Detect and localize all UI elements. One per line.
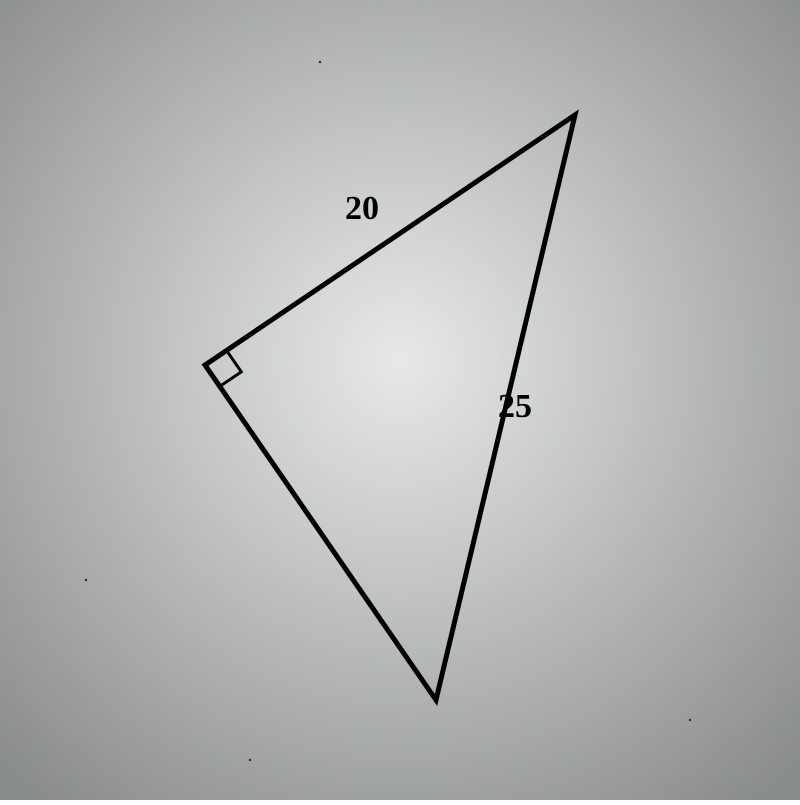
triangle-diagram: 20 25 <box>0 0 800 800</box>
speck <box>319 61 321 63</box>
diagram-svg <box>0 0 800 800</box>
background-noise <box>0 0 800 800</box>
speck <box>249 759 251 761</box>
speck <box>689 719 691 721</box>
side-label-20: 20 <box>345 190 379 228</box>
speck <box>85 579 87 581</box>
side-label-25: 25 <box>498 388 532 426</box>
